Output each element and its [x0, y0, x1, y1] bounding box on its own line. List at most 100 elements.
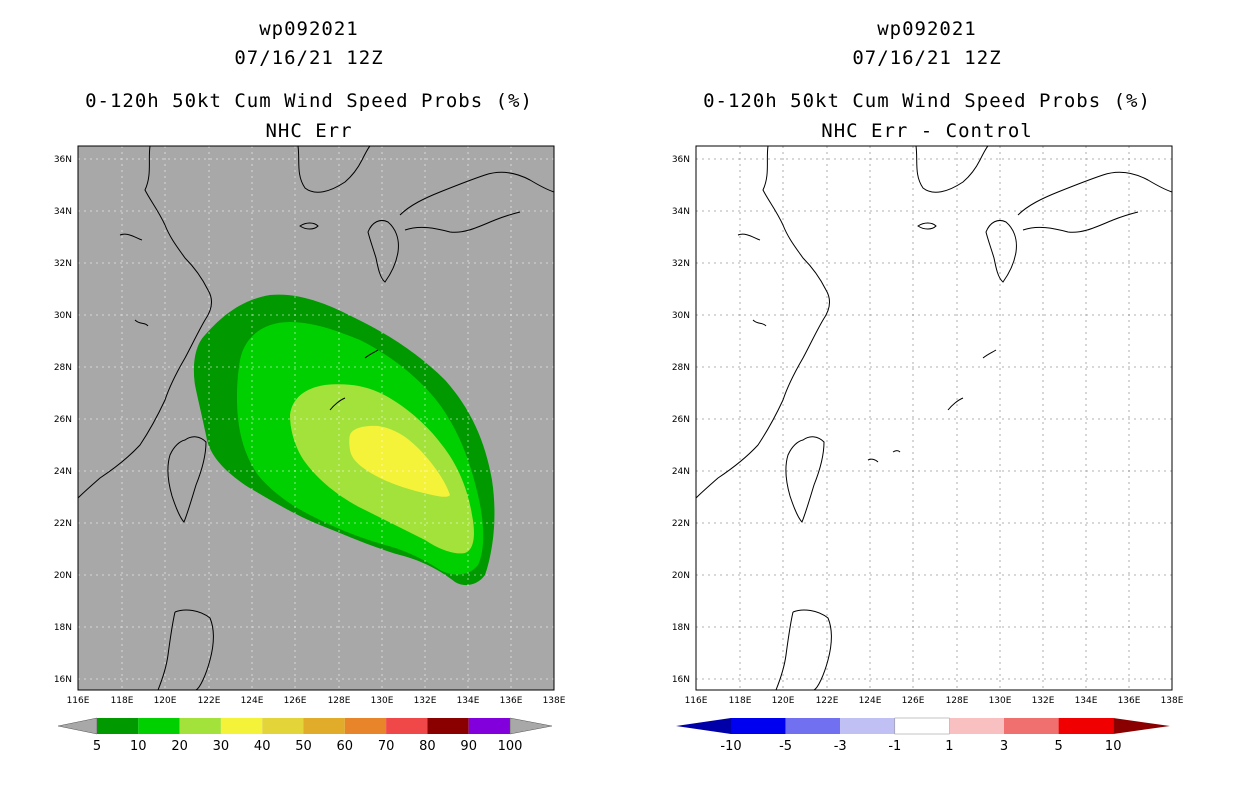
ryukyu-okinawa: [867, 349, 997, 463]
probability-map: 36N 34N 32N 30N 28N 26N 24N 22N 20N 18N …: [54, 145, 566, 754]
japan-kyushu: [985, 219, 1017, 283]
lon-label: 116E: [67, 696, 90, 706]
colorbar-swatch: [138, 718, 180, 734]
storm-id: wp092021: [877, 18, 977, 40]
colorbar-swatch: [1058, 718, 1114, 734]
lat-label: 26N: [672, 415, 690, 425]
china-coast: [77, 145, 213, 499]
lon-label: 120E: [154, 696, 177, 706]
colorbar-swatch: [1004, 718, 1059, 734]
colorbar-swatch: [97, 718, 139, 734]
coastlines: [695, 145, 1173, 691]
lon-label: 136E: [500, 696, 523, 706]
colorbar-label: 70: [378, 739, 395, 754]
lat-label: 30N: [672, 311, 690, 321]
forecast-datetime: 07/16/21 12Z: [234, 47, 384, 69]
storm-id: wp092021: [259, 18, 359, 40]
lon-label: 134E: [457, 696, 480, 706]
taiwan: [785, 436, 825, 523]
lon-label: 138E: [1161, 696, 1184, 706]
product-subtitle: NHC Err - Control: [821, 120, 1033, 142]
colorbar-label: 3: [1000, 739, 1008, 754]
colorbar-swatch: [468, 718, 510, 734]
map-background: [696, 146, 1172, 690]
lat-label: 32N: [672, 259, 690, 269]
colorbar-label: 60: [337, 739, 354, 754]
lat-label: 36N: [54, 155, 72, 165]
colorbar-swatch: [894, 717, 950, 735]
jeju: [917, 222, 937, 230]
lon-label: 134E: [1075, 696, 1098, 706]
lon-label: 116E: [685, 696, 708, 706]
lon-label: 136E: [1118, 696, 1141, 706]
lon-label: 122E: [816, 696, 839, 706]
lat-label: 24N: [672, 467, 690, 477]
difference-map: 36N 34N 32N 30N 28N 26N 24N 22N 20N 18N …: [672, 145, 1184, 754]
colorbar-end-high: [1113, 718, 1170, 734]
colorbar-label: -10: [720, 739, 741, 754]
shanghai-islands: [737, 233, 767, 327]
lon-label: 132E: [414, 696, 437, 706]
japan-honshu: [1017, 171, 1173, 233]
lat-label: 32N: [54, 259, 72, 269]
lat-label: 18N: [672, 623, 690, 633]
lat-labels: 36N 34N 32N 30N 28N 26N 24N 22N 20N 18N …: [672, 155, 690, 685]
colorbar-label: -3: [834, 739, 847, 754]
colorbar-label: -5: [779, 739, 792, 754]
lat-label: 26N: [54, 415, 72, 425]
colorbar-end-low: [676, 718, 731, 734]
lon-label: 126E: [902, 696, 925, 706]
colorbar-label: 30: [213, 739, 230, 754]
colorbar-swatch: [220, 718, 263, 734]
lat-label: 20N: [672, 571, 690, 581]
map-frame: [77, 145, 555, 691]
colorbar-swatch: [840, 718, 895, 734]
product-subtitle: NHC Err: [265, 120, 353, 142]
luzon: [775, 609, 832, 691]
lat-label: 28N: [54, 363, 72, 373]
lon-label: 124E: [859, 696, 882, 706]
left-panel: wp092021 07/16/21 12Z 0-120h 50kt Cum Wi…: [54, 18, 566, 754]
colorbar-right: -10 -5 -3 -1 1 3 5 10: [676, 717, 1170, 754]
lon-labels: 116E 118E 120E 122E 124E 126E 128E 130E …: [67, 696, 566, 706]
lat-label: 34N: [672, 207, 690, 217]
coastlines: [77, 145, 555, 691]
colorbar-label: 1: [945, 739, 953, 754]
colorbar-end-high: [509, 717, 553, 735]
lat-label: 16N: [54, 675, 72, 685]
lat-label: 36N: [672, 155, 690, 165]
lat-label: 22N: [672, 519, 690, 529]
lon-label: 128E: [946, 696, 969, 706]
lat-label: 28N: [672, 363, 690, 373]
lat-label: 24N: [54, 467, 72, 477]
colorbar-swatch: [303, 718, 345, 734]
colorbar-swatch: [344, 718, 387, 734]
taiwan: [167, 436, 207, 523]
lon-label: 130E: [371, 696, 394, 706]
colorbar-end-low: [57, 717, 98, 735]
colorbar-label: 5: [93, 739, 101, 754]
colorbar-swatch: [386, 718, 428, 734]
colorbar-swatch: [427, 718, 469, 734]
colorbar-label: -1: [888, 739, 901, 754]
product-title: 0-120h 50kt Cum Wind Speed Probs (%): [703, 90, 1151, 112]
colorbar-label: 10: [130, 739, 147, 754]
colorbar-label: 100: [498, 739, 523, 754]
japan-kyushu: [367, 219, 399, 283]
lon-label: 132E: [1032, 696, 1055, 706]
colorbar-swatch: [785, 718, 841, 734]
lat-label: 20N: [54, 571, 72, 581]
colorbar-swatch: [731, 718, 786, 734]
colorbar-label: 90: [460, 739, 477, 754]
lon-label: 120E: [772, 696, 795, 706]
lon-label: 118E: [729, 696, 752, 706]
shanghai-islands: [119, 233, 149, 327]
product-title: 0-120h 50kt Cum Wind Speed Probs (%): [85, 90, 533, 112]
lon-label: 126E: [284, 696, 307, 706]
jeju: [299, 222, 319, 230]
lon-label: 128E: [328, 696, 351, 706]
lat-label: 34N: [54, 207, 72, 217]
lon-label: 130E: [989, 696, 1012, 706]
map-frame: [695, 145, 1173, 691]
ryukyu-okinawa: [329, 349, 379, 411]
